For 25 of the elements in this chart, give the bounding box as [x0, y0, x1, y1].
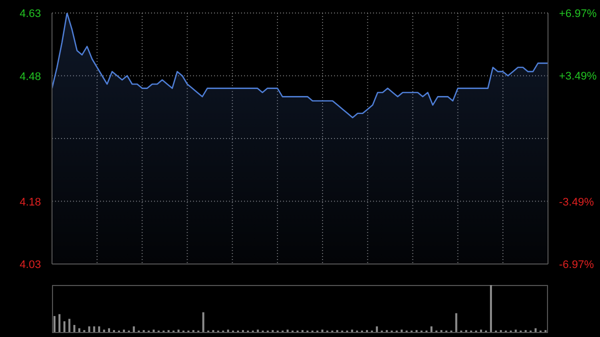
bar	[108, 328, 110, 332]
bar	[202, 312, 204, 332]
bar	[376, 326, 378, 332]
bar	[430, 326, 432, 332]
bar	[58, 314, 60, 332]
y2-tick-label: -6.97%	[559, 259, 594, 271]
y2-tick-label: +3.49%	[559, 70, 597, 83]
y-tick-label: 4.48	[20, 70, 41, 83]
bar	[73, 324, 76, 332]
bar	[63, 321, 66, 332]
bar	[53, 316, 56, 332]
y2-tick-label: +6.97%	[559, 8, 597, 20]
bar	[98, 326, 100, 332]
bar	[93, 326, 96, 332]
bar	[534, 328, 537, 332]
bar	[490, 285, 492, 332]
bar	[68, 318, 70, 332]
y-tick-label: 4.18	[20, 196, 41, 208]
y-tick-label: 4.63	[20, 8, 41, 20]
bar	[78, 328, 80, 332]
y2-tick-label: -3.49%	[559, 196, 594, 208]
bar	[132, 326, 135, 332]
y-tick-label: 4.03	[20, 259, 41, 271]
bar	[88, 326, 90, 332]
bar	[455, 313, 458, 332]
